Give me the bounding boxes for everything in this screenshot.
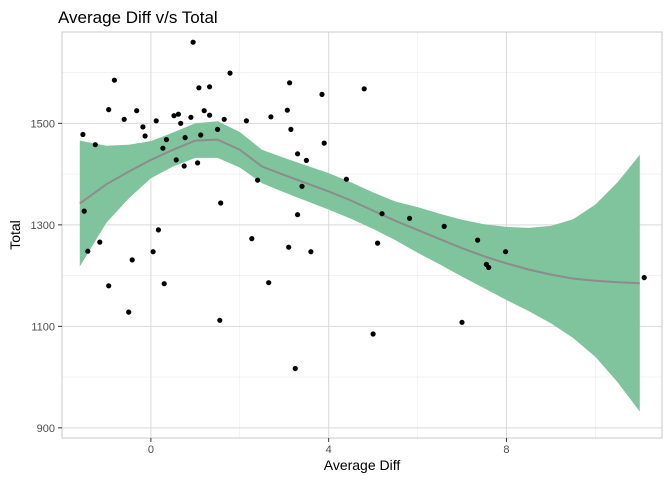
data-point: [292, 365, 298, 372]
data-point: [343, 176, 349, 182]
data-point: [299, 183, 305, 189]
minor-gridlines: [61, 32, 662, 438]
y-tick-label: 1300: [31, 220, 55, 232]
data-point: [459, 319, 465, 325]
data-point: [287, 80, 293, 86]
data-point: [81, 208, 87, 214]
data-point: [85, 248, 91, 254]
data-point: [182, 135, 188, 141]
data-point: [140, 124, 146, 130]
y-tick-label: 900: [37, 423, 55, 435]
data-point: [142, 133, 148, 139]
x-tick-label: 0: [148, 444, 154, 456]
data-point: [188, 114, 194, 120]
data-point: [284, 107, 290, 113]
data-point: [407, 215, 413, 221]
data-point: [486, 264, 492, 271]
data-point: [190, 39, 196, 45]
data-point: [155, 227, 161, 233]
data-point: [361, 86, 367, 92]
x-tick-label: 4: [326, 444, 332, 456]
data-point: [217, 317, 223, 323]
panel-border: [61, 31, 663, 439]
data-point: [201, 108, 207, 114]
y-tick-label: 1100: [31, 321, 55, 333]
data-point: [303, 157, 309, 163]
data-point: [268, 114, 274, 120]
data-point: [178, 120, 184, 126]
data-point: [207, 84, 213, 90]
data-point: [475, 237, 481, 243]
data-point: [80, 131, 86, 138]
data-point: [295, 212, 301, 218]
data-point: [129, 257, 135, 263]
data-point: [92, 142, 98, 148]
data-point: [160, 145, 166, 151]
x-tick-label: 8: [503, 444, 509, 456]
data-point: [379, 211, 385, 217]
data-point: [150, 249, 156, 255]
data-point: [215, 126, 221, 132]
data-point: [221, 116, 227, 122]
data-point: [503, 249, 509, 255]
data-point: [295, 151, 301, 157]
data-point: [321, 140, 327, 146]
data-point: [161, 281, 167, 287]
data-point: [126, 309, 132, 315]
data-point: [319, 91, 325, 97]
x-axis-title: Average Diff: [324, 457, 401, 473]
data-point: [175, 111, 181, 117]
data-point: [255, 177, 261, 183]
data-point: [441, 223, 447, 229]
data-point: [121, 116, 127, 122]
data-points: [80, 39, 647, 372]
y-tick-label: 1500: [31, 118, 55, 130]
data-point: [227, 70, 233, 76]
data-point: [163, 137, 169, 143]
data-point: [249, 236, 255, 242]
data-point: [106, 283, 112, 289]
data-point: [243, 118, 249, 124]
data-point: [286, 244, 292, 250]
chart-title: Average Diff v/s Total: [58, 8, 218, 27]
data-point: [134, 108, 140, 114]
data-point: [111, 77, 117, 83]
data-point: [171, 113, 177, 119]
data-point: [266, 280, 272, 286]
data-point: [196, 85, 202, 91]
confidence-ribbon: [79, 121, 640, 412]
data-point: [641, 275, 647, 281]
y-axis-title: Total: [7, 220, 23, 250]
data-point: [195, 160, 201, 166]
smooth-trend-line: [79, 138, 640, 285]
data-point: [153, 118, 159, 124]
y-axis-ticks: 900 1100 1300 1500: [31, 118, 62, 435]
data-point: [97, 239, 103, 245]
data-point: [218, 200, 224, 206]
data-point: [288, 126, 294, 132]
x-axis-ticks: 0 4 8: [148, 438, 510, 456]
data-point: [198, 132, 204, 138]
data-point: [370, 331, 376, 337]
data-point: [207, 112, 213, 118]
data-point: [181, 163, 187, 169]
data-point: [173, 157, 179, 163]
data-point: [308, 249, 314, 255]
data-point: [375, 240, 381, 246]
data-point: [106, 107, 112, 113]
